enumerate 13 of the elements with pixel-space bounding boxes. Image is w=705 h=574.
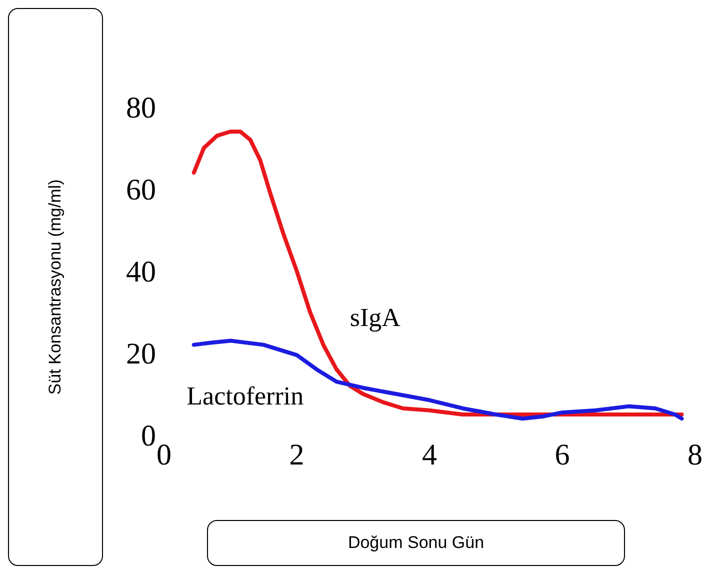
series-label: Lactoferrin [186, 381, 304, 410]
ylabel-box: Süt Konsantrasyonu (mg/ml) [8, 8, 103, 566]
x-tick-label: 6 [554, 438, 570, 472]
y-tick-label: 20 [126, 338, 156, 371]
x-tick-label: 8 [688, 438, 702, 472]
y-tick-label: 60 [126, 174, 156, 207]
y-tick-label: 40 [126, 256, 156, 289]
series-label: sIgA [350, 302, 401, 332]
x-tick-label: 2 [289, 438, 304, 472]
y-tick-label: 80 [126, 92, 156, 125]
y-axis-title: Süt Konsantrasyonu (mg/ml) [46, 179, 66, 395]
xlabel-box: Doğum Sonu Gün [207, 520, 625, 566]
x-tick-label: 4 [422, 438, 437, 472]
